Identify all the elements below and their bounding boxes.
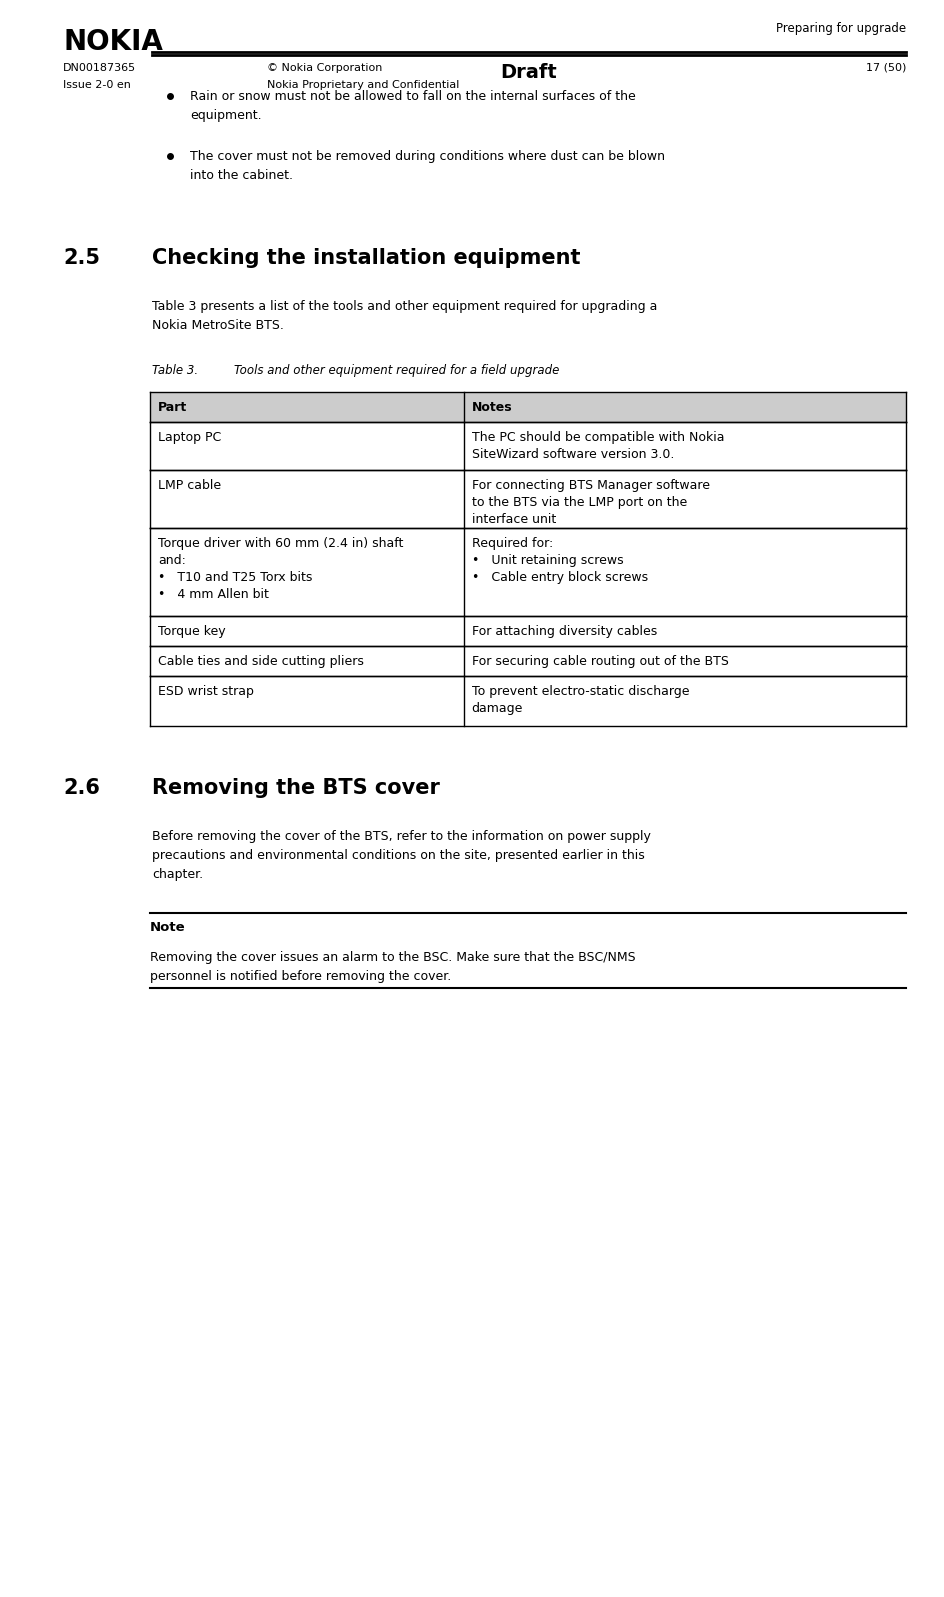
Text: Nokia MetroSite BTS.: Nokia MetroSite BTS. [152, 319, 284, 332]
Text: 2.5: 2.5 [63, 248, 100, 268]
Text: Removing the cover issues an alarm to the BSC. Make sure that the BSC/NMS: Removing the cover issues an alarm to th… [150, 950, 635, 965]
Text: Checking the installation equipment: Checking the installation equipment [152, 248, 581, 268]
Text: DN00187365: DN00187365 [63, 62, 136, 73]
Text: Draft: Draft [500, 62, 557, 81]
Text: interface unit: interface unit [472, 513, 556, 525]
Text: •   Cable entry block screws: • Cable entry block screws [472, 572, 648, 585]
Text: into the cabinet.: into the cabinet. [190, 169, 293, 182]
Bar [150, 470, 906, 529]
Text: Laptop PC: Laptop PC [158, 431, 221, 444]
Text: For attaching diversity cables: For attaching diversity cables [472, 624, 657, 637]
Text: chapter.: chapter. [152, 869, 203, 882]
Text: Torque key: Torque key [158, 624, 226, 637]
Text: personnel is notified before removing the cover.: personnel is notified before removing th… [150, 969, 451, 984]
Text: Nokia Proprietary and Confidential: Nokia Proprietary and Confidential [267, 80, 460, 89]
Text: equipment.: equipment. [190, 109, 261, 121]
Text: Part: Part [158, 401, 187, 414]
Text: The PC should be compatible with Nokia: The PC should be compatible with Nokia [472, 431, 724, 444]
Text: Table 3.: Table 3. [152, 364, 198, 377]
Bar [150, 529, 906, 616]
Text: The cover must not be removed during conditions where dust can be blown: The cover must not be removed during con… [190, 150, 665, 163]
Text: 2.6: 2.6 [63, 778, 100, 798]
Bar [150, 422, 906, 470]
Text: LMP cable: LMP cable [158, 479, 221, 492]
Text: Before removing the cover of the BTS, refer to the information on power supply: Before removing the cover of the BTS, re… [152, 830, 650, 843]
Text: to the BTS via the LMP port on the: to the BTS via the LMP port on the [472, 497, 687, 509]
Text: ESD wrist strap: ESD wrist strap [158, 685, 254, 698]
Bar [150, 391, 906, 422]
Text: damage: damage [472, 703, 523, 715]
Text: To prevent electro-static discharge: To prevent electro-static discharge [472, 685, 689, 698]
Bar [150, 647, 906, 676]
Text: Rain or snow must not be allowed to fall on the internal surfaces of the: Rain or snow must not be allowed to fall… [190, 89, 635, 102]
Text: precautions and environmental conditions on the site, presented earlier in this: precautions and environmental conditions… [152, 850, 645, 862]
Text: Notes: Notes [472, 401, 513, 414]
Text: Table 3 presents a list of the tools and other equipment required for upgrading : Table 3 presents a list of the tools and… [152, 300, 657, 313]
Bar [150, 676, 906, 727]
Text: •   T10 and T25 Torx bits: • T10 and T25 Torx bits [158, 572, 312, 585]
Text: For connecting BTS Manager software: For connecting BTS Manager software [472, 479, 710, 492]
Text: Torque driver with 60 mm (2.4 in) shaft: Torque driver with 60 mm (2.4 in) shaft [158, 537, 403, 549]
Text: and:: and: [158, 554, 186, 567]
Text: © Nokia Corporation: © Nokia Corporation [267, 62, 382, 73]
Text: 17 (50): 17 (50) [866, 62, 906, 73]
Text: •   4 mm Allen bit: • 4 mm Allen bit [158, 588, 269, 600]
Text: SiteWizard software version 3.0.: SiteWizard software version 3.0. [472, 449, 674, 462]
Text: Preparing for upgrade: Preparing for upgrade [776, 22, 906, 35]
Text: For securing cable routing out of the BTS: For securing cable routing out of the BT… [472, 655, 729, 668]
Text: Cable ties and side cutting pliers: Cable ties and side cutting pliers [158, 655, 363, 668]
Text: •   Unit retaining screws: • Unit retaining screws [472, 554, 623, 567]
Text: Note: Note [150, 921, 186, 934]
Bar [150, 616, 906, 647]
Text: Removing the BTS cover: Removing the BTS cover [152, 778, 440, 798]
Text: Tools and other equipment required for a field upgrade: Tools and other equipment required for a… [204, 364, 560, 377]
Text: Issue 2-0 en: Issue 2-0 en [63, 80, 131, 89]
Text: NOKIA: NOKIA [63, 29, 163, 56]
Text: Required for:: Required for: [472, 537, 553, 549]
